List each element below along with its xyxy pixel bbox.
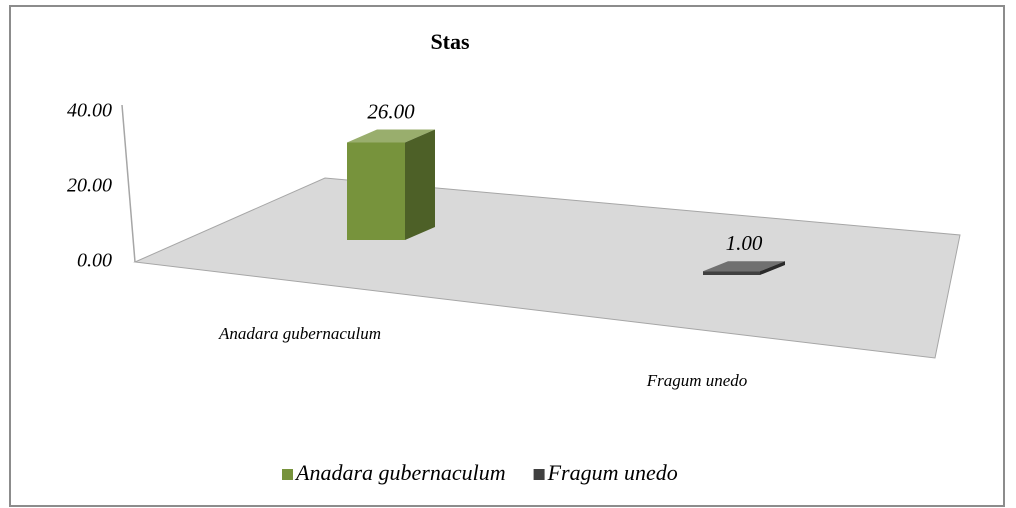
legend-label: Anadara gubernaculum xyxy=(294,460,506,485)
value-label: 1.00 xyxy=(726,231,763,255)
bar-top xyxy=(347,129,435,143)
y-tick-label: 40.00 xyxy=(67,100,112,122)
legend-swatch xyxy=(533,469,545,480)
x-tick-label: Fragum unedo xyxy=(646,371,748,390)
bar xyxy=(347,142,405,240)
value-label: 26.00 xyxy=(367,99,415,123)
y-axis xyxy=(121,104,136,263)
floor xyxy=(133,177,961,359)
y-tick-label: 20.00 xyxy=(67,175,112,197)
x-tick-label: Anadara gubernaculum xyxy=(218,324,381,343)
bar-side xyxy=(760,261,785,275)
chart-title: Stas xyxy=(430,29,470,54)
bar xyxy=(703,271,760,275)
y-tick-label: 0.00 xyxy=(77,250,112,272)
bar-side xyxy=(405,129,435,240)
bar-top xyxy=(703,261,785,272)
legend-swatch xyxy=(282,469,293,480)
legend-label: Fragum unedo xyxy=(547,460,678,485)
